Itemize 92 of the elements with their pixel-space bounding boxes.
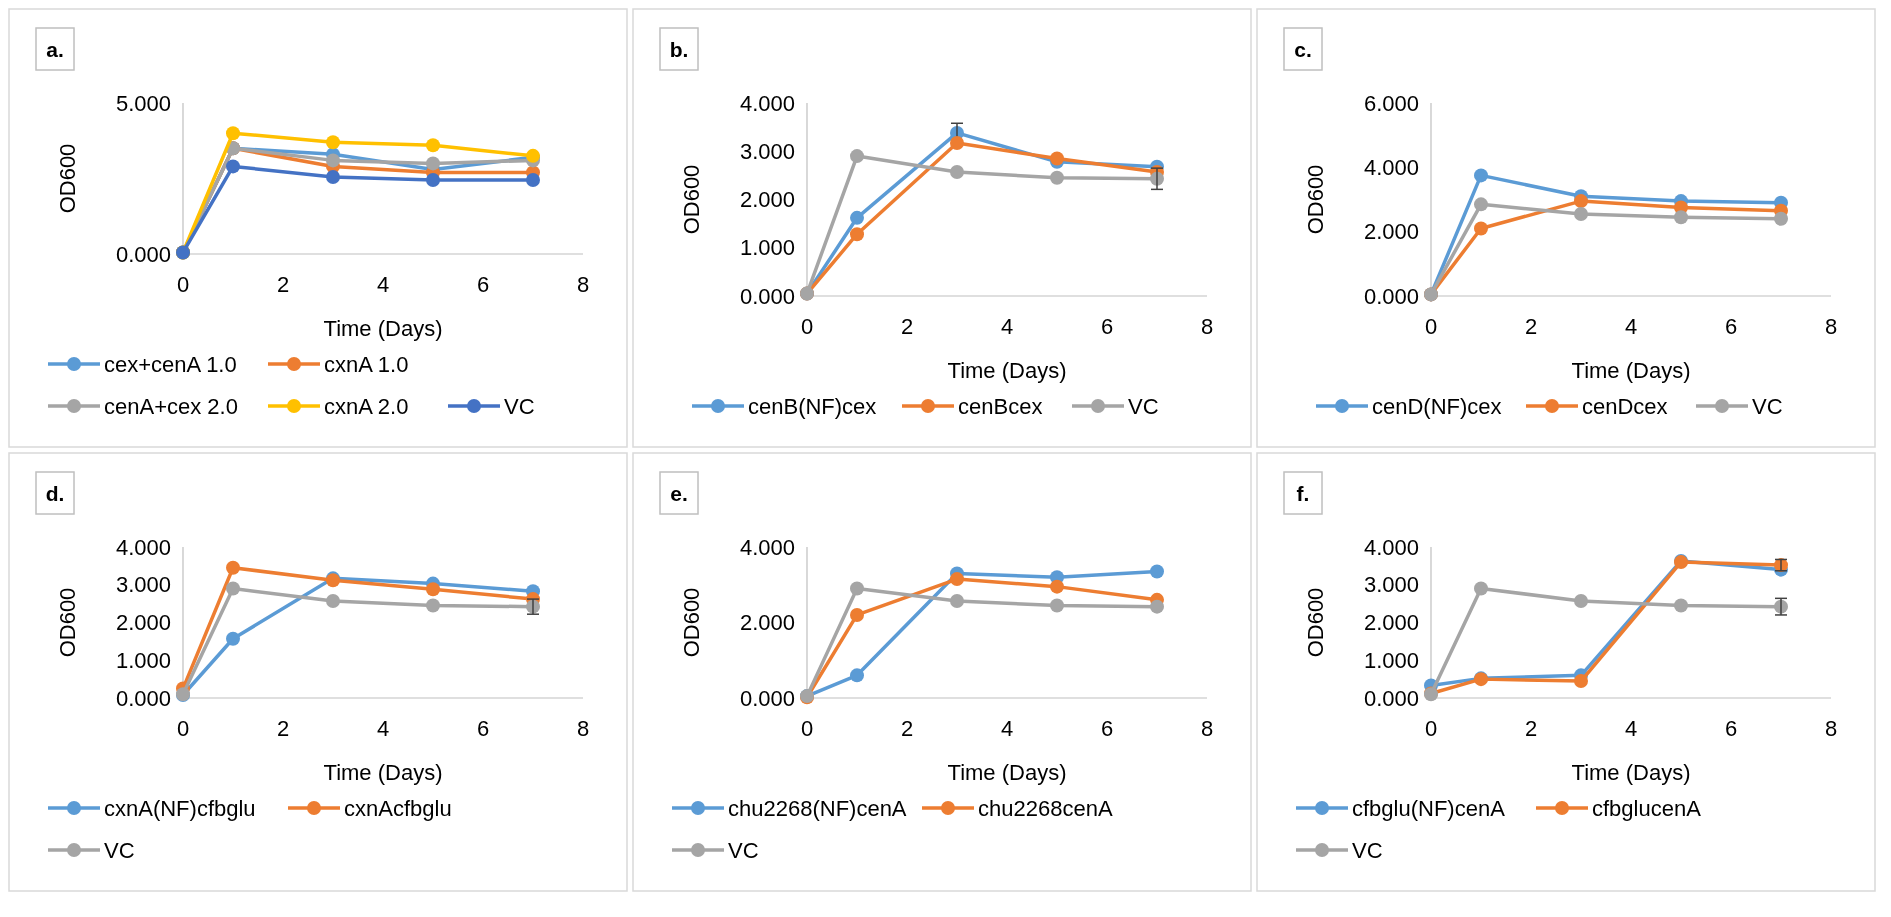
x-tick-label: 0	[176, 272, 190, 297]
chart-title: b.	[669, 38, 689, 61]
y-tick-label: 3.000	[115, 572, 171, 598]
x-tick-label: 2	[276, 716, 290, 741]
x-tick-label: 8	[1824, 314, 1838, 339]
y-tick-label: 1.000	[739, 235, 795, 261]
legend-label: cenDcex	[1582, 393, 1668, 419]
x-tick-label: 4	[1000, 314, 1014, 339]
x-tick-label: 0	[1424, 716, 1438, 741]
chart-title: f.	[1296, 482, 1310, 505]
y-tick-label: 4.000	[1363, 534, 1419, 560]
y-tick-label: 0.000	[1363, 283, 1419, 309]
x-axis-title: Time (Days)	[323, 316, 443, 341]
x-tick-label: 8	[1200, 716, 1214, 741]
legend-label: cfbglucenA	[1592, 795, 1702, 821]
x-tick-label: 4	[1624, 314, 1638, 339]
legend-label: VC	[1128, 393, 1159, 419]
y-tick-label: 3.000	[739, 138, 795, 164]
legend-label: cfbglu(NF)cenA	[1352, 795, 1506, 821]
y-tick-label: 5.000	[115, 90, 171, 116]
x-tick-label: 6	[1100, 716, 1114, 741]
x-tick-label: 2	[1524, 314, 1538, 339]
x-tick-label: 2	[1524, 716, 1538, 741]
y-tick-label: 1.000	[1363, 647, 1419, 673]
x-tick-label: 0	[800, 716, 814, 741]
x-axis-title: Time (Days)	[947, 760, 1067, 785]
y-axis-title: OD600	[679, 587, 704, 658]
y-tick-label: 2.000	[739, 610, 795, 636]
legend-label: cenB(NF)cex	[748, 393, 877, 419]
y-tick-label: 1.000	[115, 647, 171, 673]
x-tick-label: 6	[1724, 314, 1738, 339]
legend-label: chu2268(NF)cenA	[728, 795, 907, 821]
y-tick-label: 4.000	[1363, 155, 1419, 181]
legend-label: VC	[104, 837, 135, 863]
x-tick-label: 2	[900, 716, 914, 741]
chart-title: c.	[1294, 38, 1312, 61]
legend-label: cex+cenA 1.0	[104, 351, 237, 377]
x-tick-label: 8	[576, 272, 590, 297]
legend-label: cxnA(NF)cfbglu	[104, 795, 256, 821]
x-tick-label: 8	[576, 716, 590, 741]
legend-label: VC	[728, 837, 759, 863]
y-tick-label: 2.000	[1363, 219, 1419, 245]
y-axis-title: OD600	[1303, 164, 1328, 235]
legend-label: cxnA 2.0	[324, 393, 409, 419]
x-axis-title: Time (Days)	[1571, 760, 1691, 785]
legend-label: cenBcex	[958, 393, 1043, 419]
y-axis-title: OD600	[55, 143, 80, 214]
x-tick-label: 8	[1200, 314, 1214, 339]
x-tick-label: 4	[376, 272, 390, 297]
chart-title: a.	[46, 38, 64, 61]
x-tick-label: 4	[1000, 716, 1014, 741]
legend-label: VC	[1752, 393, 1783, 419]
legend-label: cenD(NF)cex	[1372, 393, 1502, 419]
legend-label: VC	[504, 393, 535, 419]
y-tick-label: 2.000	[115, 610, 171, 636]
x-tick-label: 0	[1424, 314, 1438, 339]
y-tick-label: 0.000	[1363, 685, 1419, 711]
x-tick-label: 6	[476, 272, 490, 297]
y-axis-title: OD600	[679, 164, 704, 235]
legend-label: cxnAcfbglu	[344, 795, 452, 821]
y-tick-label: 4.000	[739, 534, 795, 560]
x-tick-label: 6	[476, 716, 490, 741]
x-tick-label: 2	[276, 272, 290, 297]
x-axis-title: Time (Days)	[947, 358, 1067, 383]
y-tick-label: 0.000	[739, 283, 795, 309]
chart-title: d.	[45, 482, 65, 505]
y-tick-label: 4.000	[739, 90, 795, 116]
y-tick-label: 0.000	[115, 685, 171, 711]
x-tick-label: 2	[900, 314, 914, 339]
legend-label: chu2268cenA	[978, 795, 1113, 821]
legend-label: cxnA 1.0	[324, 351, 409, 377]
chart-title: e.	[670, 482, 688, 505]
y-tick-label: 2.000	[1363, 610, 1419, 636]
y-tick-label: 0.000	[739, 685, 795, 711]
x-tick-label: 4	[1624, 716, 1638, 741]
legend-label: VC	[1352, 837, 1383, 863]
y-tick-label: 0.000	[115, 241, 171, 267]
y-tick-label: 6.000	[1363, 90, 1419, 116]
x-tick-label: 8	[1824, 716, 1838, 741]
y-tick-label: 3.000	[1363, 572, 1419, 598]
x-axis-title: Time (Days)	[323, 760, 443, 785]
y-axis-title: OD600	[55, 587, 80, 658]
x-axis-title: Time (Days)	[1571, 358, 1691, 383]
x-tick-label: 6	[1724, 716, 1738, 741]
y-axis-title: OD600	[1303, 587, 1328, 658]
y-tick-label: 2.000	[739, 187, 795, 213]
x-tick-label: 6	[1100, 314, 1114, 339]
x-tick-label: 0	[176, 716, 190, 741]
y-tick-label: 4.000	[115, 534, 171, 560]
x-tick-label: 0	[800, 314, 814, 339]
legend-label: cenA+cex 2.0	[104, 393, 238, 419]
x-tick-label: 4	[376, 716, 390, 741]
